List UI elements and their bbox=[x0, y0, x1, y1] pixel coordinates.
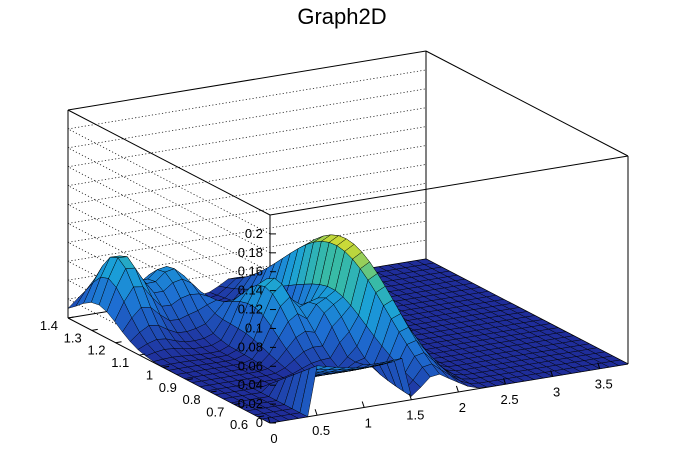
y-tick-label: 0.7 bbox=[206, 404, 224, 419]
y-tick-label: 1 bbox=[146, 367, 153, 382]
y-tick-label: 1.4 bbox=[40, 318, 58, 333]
y-axis-ticks: 0.6 0.7 0.8 0.9 1 1.1 1.2 1.3 1.4 bbox=[40, 316, 265, 432]
x-tick-label: 0 bbox=[270, 431, 277, 446]
y-tick-label: 0.8 bbox=[183, 392, 201, 407]
grid-line-left-wall bbox=[67, 185, 271, 291]
x-tick-label: 3.5 bbox=[595, 377, 613, 392]
grid-line-back-wall bbox=[67, 69, 427, 130]
z-tick-label: 0.12 bbox=[238, 302, 263, 317]
y-tick bbox=[258, 415, 265, 418]
z-tick-label: 0.04 bbox=[238, 377, 263, 392]
z-tick-label: 0.06 bbox=[238, 358, 263, 373]
x-axis-ticks: 0 0.5 1 1.5 2 2.5 3 3.5 bbox=[267, 362, 613, 446]
z-tick-label: 0.02 bbox=[238, 396, 263, 411]
box-edge bbox=[67, 50, 427, 111]
x-tick bbox=[314, 409, 318, 416]
x-tick-label: 2 bbox=[459, 400, 466, 415]
box-edge bbox=[269, 155, 629, 216]
y-tick bbox=[162, 365, 170, 368]
x-tick-label: 3 bbox=[553, 384, 560, 399]
grid-line-back-wall bbox=[67, 126, 427, 186]
y-tick bbox=[186, 378, 193, 381]
surface-cell bbox=[261, 417, 280, 424]
z-tick-label: 0.18 bbox=[238, 245, 263, 260]
z-tick-label: 0.1 bbox=[245, 320, 263, 335]
y-tick bbox=[234, 402, 241, 405]
grid-line-left-wall bbox=[67, 128, 271, 235]
x-tick bbox=[455, 385, 459, 393]
y-tick bbox=[115, 341, 122, 344]
x-tick bbox=[503, 378, 507, 385]
y-tick bbox=[67, 316, 75, 319]
y-tick-label: 0.6 bbox=[230, 417, 248, 432]
z-tick-label: 0.08 bbox=[238, 339, 263, 354]
z-tick-label: 0.16 bbox=[238, 264, 263, 279]
y-tick bbox=[210, 390, 217, 393]
z-tick-label: 0.14 bbox=[238, 283, 263, 298]
z-tick-label: 0 bbox=[256, 415, 263, 430]
grid-line-back-wall bbox=[67, 145, 427, 205]
y-tick-label: 1.2 bbox=[87, 343, 105, 358]
grid-line-back-wall bbox=[67, 164, 427, 224]
x-tick-label: 1.5 bbox=[406, 408, 424, 423]
y-tick bbox=[139, 353, 146, 356]
y-tick bbox=[91, 328, 98, 331]
chart-title: Graph2D bbox=[297, 4, 386, 29]
box-edge bbox=[425, 50, 629, 157]
x-tick bbox=[408, 393, 412, 400]
grid-line-back-wall bbox=[67, 88, 427, 149]
x-tick bbox=[597, 362, 601, 369]
z-tick-label: 0.2 bbox=[245, 226, 263, 241]
x-tick bbox=[550, 370, 554, 377]
x-tick-label: 1 bbox=[365, 415, 372, 430]
grid-line-back-wall bbox=[67, 107, 427, 168]
grid-line-left-wall bbox=[67, 166, 271, 273]
x-tick-label: 2.5 bbox=[500, 392, 518, 407]
y-tick-label: 1.1 bbox=[111, 355, 129, 370]
y-tick-label: 0.9 bbox=[159, 380, 177, 395]
x-tick bbox=[361, 401, 365, 408]
x-tick bbox=[267, 416, 271, 424]
grid-line-left-wall bbox=[67, 147, 271, 254]
box-edge bbox=[67, 109, 271, 216]
x-tick-label: 0.5 bbox=[312, 423, 330, 438]
y-tick-label: 1.3 bbox=[64, 330, 82, 345]
surface bbox=[67, 234, 629, 424]
z-axis-ticks: 0 0.02 0.04 0.06 0.08 0.1 0.12 0.14 0.16 0.18 0.2 bbox=[238, 226, 276, 430]
